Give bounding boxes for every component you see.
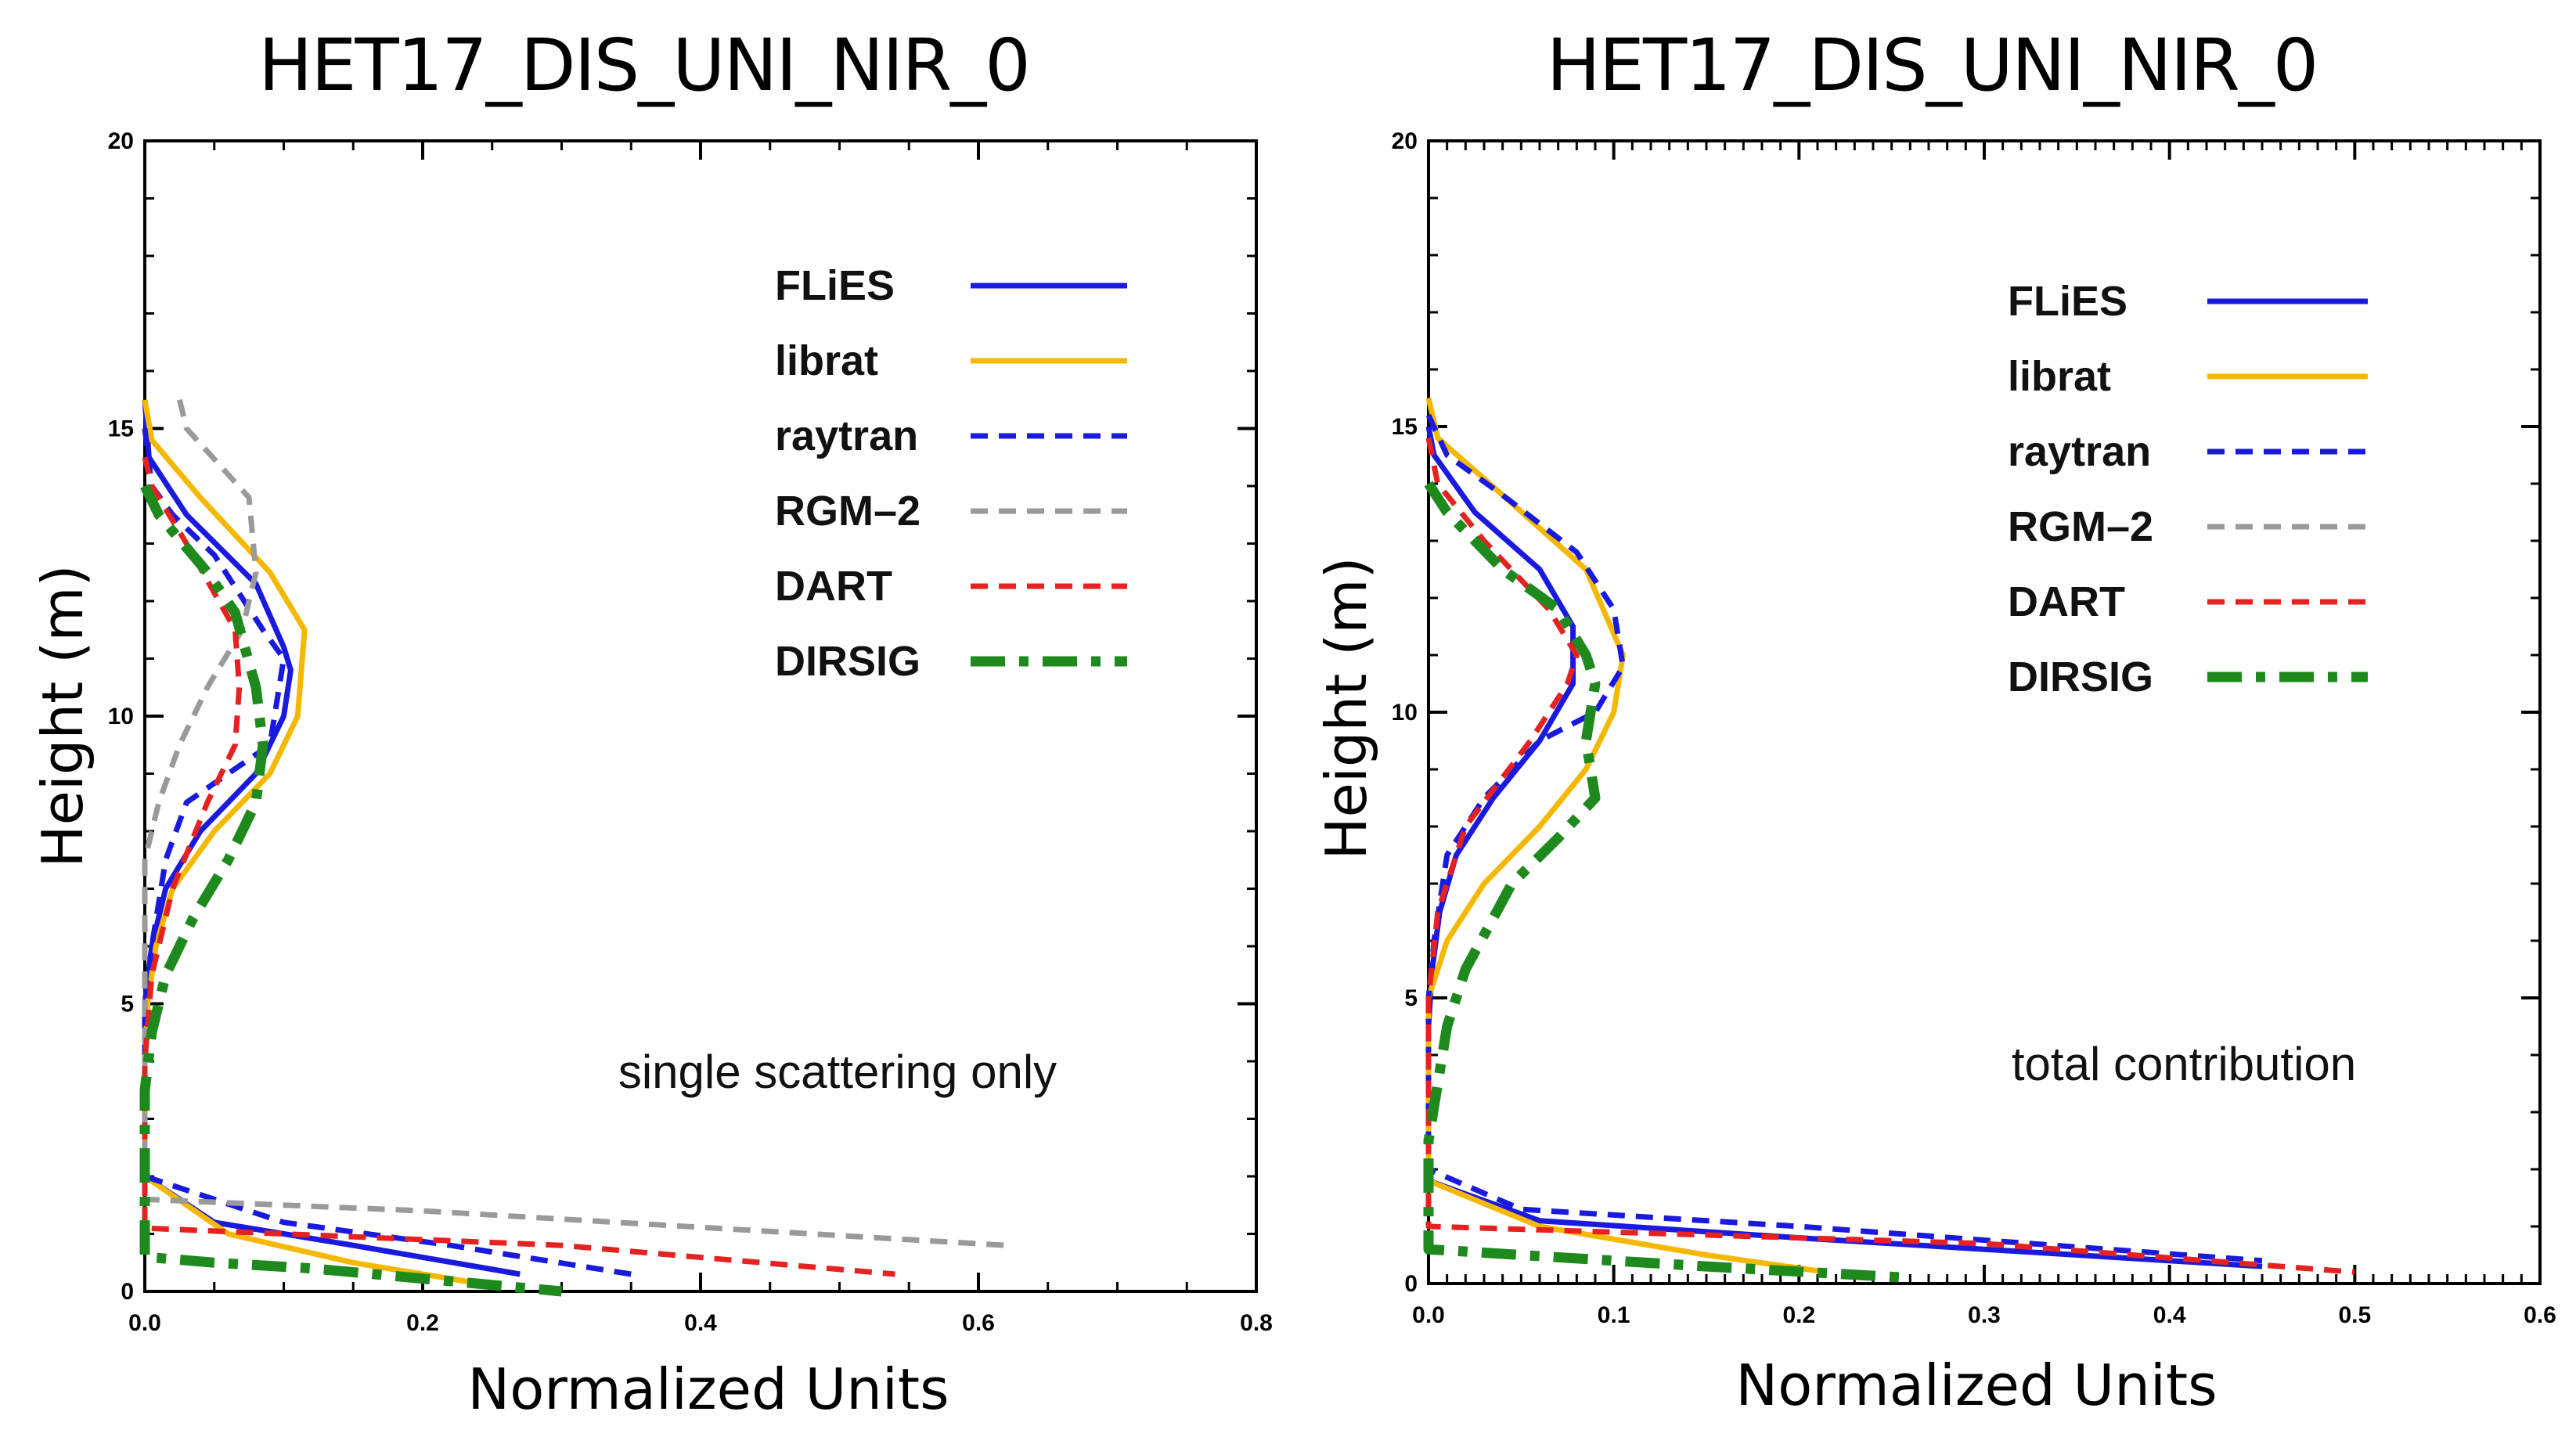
y-tick-label: 0 <box>1404 1271 1418 1297</box>
series-line-librat <box>1425 397 1828 1275</box>
series-line-raytran <box>142 428 632 1277</box>
series-line-dart <box>1425 437 2355 1275</box>
x-tick-label: 0.8 <box>1240 1310 1273 1336</box>
legend-label: FLiES <box>2008 278 2127 325</box>
x-tick-label: 0.4 <box>2153 1302 2186 1328</box>
series-line-librat <box>142 399 493 1289</box>
plot-frame <box>143 139 1258 1293</box>
x-tick-label: 0.0 <box>128 1310 161 1336</box>
series-line-raytran <box>1425 413 2263 1264</box>
legend-label: librat <box>775 337 878 384</box>
chart-svg: 0.0 0.2 0.4 0.6 0.8 0 5 10 15 20 Normalized Units H… <box>30 128 1273 1422</box>
x-axis-label: Normalized Units <box>467 1356 949 1422</box>
x-tick-label: 0.2 <box>1782 1302 1815 1328</box>
legend-label: DIRSIG <box>2008 654 2153 700</box>
y-tick-label: 10 <box>1392 700 1418 726</box>
x-tick-label: 0.1 <box>1598 1302 1630 1328</box>
chart-title: HET17_DIS_UNI_NIR_0 <box>1546 23 2319 107</box>
x-tick-label: 0.6 <box>2524 1302 2556 1328</box>
legend-label: RGM–2 <box>775 488 921 535</box>
chart-svg: 0.0 0.1 0.2 0.3 0.4 0.5 0.6 0 5 10 15 20 Normalized … <box>1313 128 2556 1418</box>
y-axis-label: Height (m) <box>30 564 95 867</box>
y-tick-label: 0 <box>121 1279 134 1305</box>
legend-label: librat <box>2008 353 2111 400</box>
chart-panel-single-scattering: HET17_DIS_UNI_NIR_0 0.0 0.2 0.4 0.6 0.8 0 5 10 1… <box>30 23 1273 1422</box>
y-tick-label: 20 <box>1392 128 1418 154</box>
chart-title: HET17_DIS_UNI_NIR_0 <box>258 23 1031 107</box>
legend-label: DART <box>775 563 892 610</box>
legend-label: DIRSIG <box>775 638 921 685</box>
chart-panel-total-contribution: HET17_DIS_UNI_NIR_0 0.0 0.1 0.2 0.3 0.4 0.5 0.… <box>1288 0 2576 1444</box>
x-tick-label: 0.4 <box>684 1310 717 1336</box>
legend-label: RGM–2 <box>2008 503 2153 550</box>
x-tick-label: 0.6 <box>962 1310 995 1336</box>
y-tick-label: 15 <box>1392 414 1418 440</box>
y-tick-label: 20 <box>108 128 134 154</box>
chart-annotation: single scattering only <box>618 1046 1057 1098</box>
x-tick-label: 0.3 <box>1968 1302 2001 1328</box>
x-tick-label: 0.2 <box>406 1310 439 1336</box>
legend-label: FLiES <box>775 262 895 309</box>
y-tick-label: 15 <box>108 416 134 442</box>
legend-label: DART <box>2008 578 2125 625</box>
y-tick-label: 10 <box>108 704 134 729</box>
x-tick-label: 0.5 <box>2338 1302 2371 1328</box>
series-line-dirsig <box>139 484 563 1297</box>
chart-annotation: total contribution <box>2012 1038 2356 1090</box>
legend-label: raytran <box>775 412 918 459</box>
legend-label: raytran <box>2008 428 2151 475</box>
y-tick-label: 5 <box>121 992 134 1017</box>
x-tick-label: 0.0 <box>1412 1302 1445 1328</box>
y-tick-label: 5 <box>1404 985 1418 1011</box>
y-axis-label: Height (m) <box>1313 556 1379 859</box>
x-axis-label: Normalized Units <box>1735 1352 2217 1418</box>
series-line-flies <box>142 399 521 1277</box>
series-line-dirsig <box>1423 481 1911 1284</box>
